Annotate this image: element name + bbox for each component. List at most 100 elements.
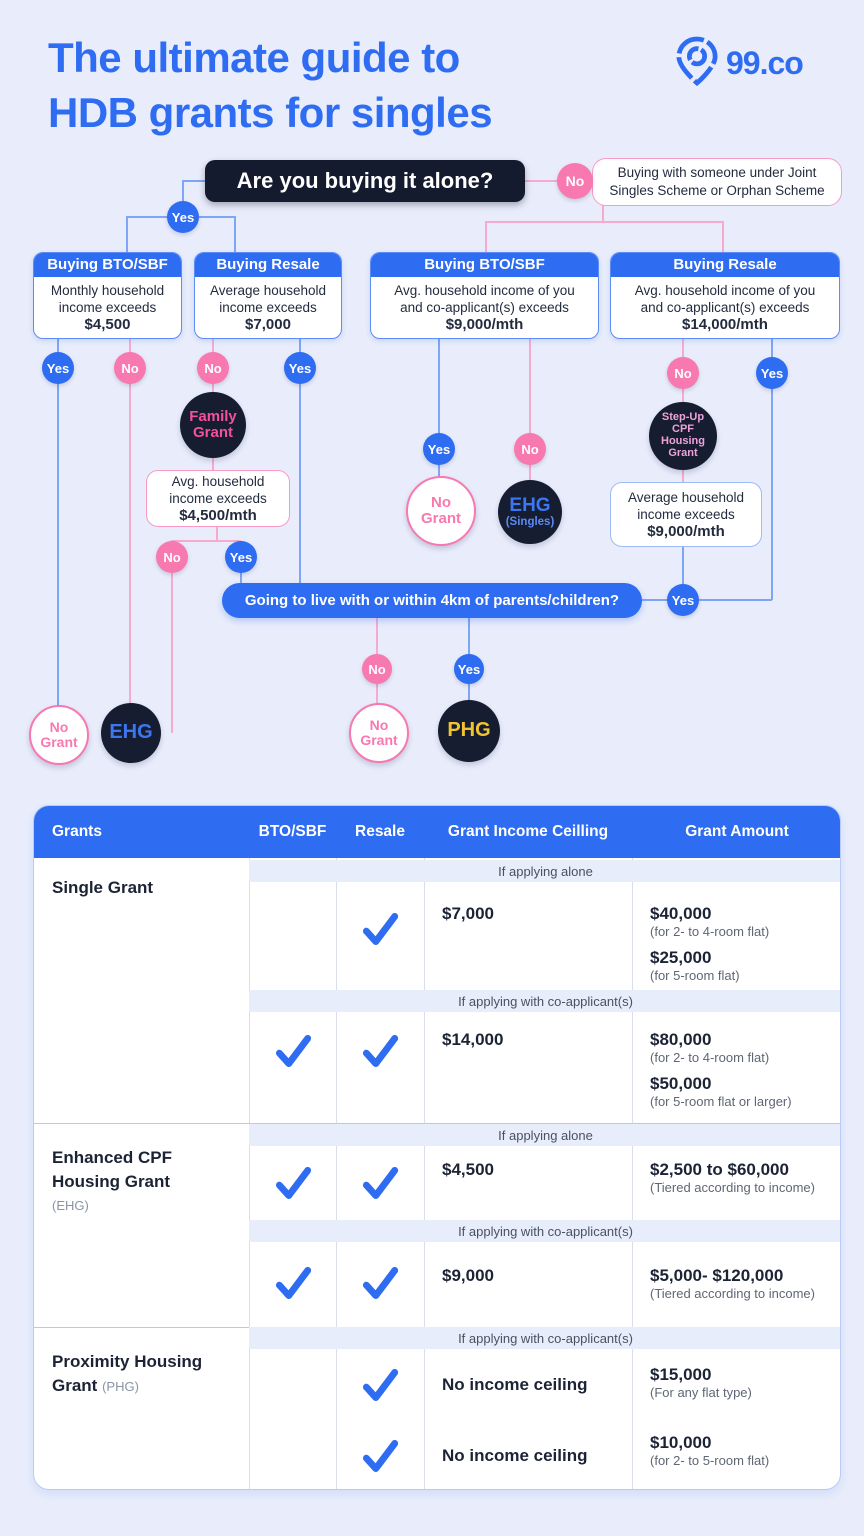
- check-icon: [275, 1266, 311, 1300]
- check-icon: [362, 1368, 399, 1402]
- resale-check-cell: [336, 1146, 424, 1220]
- sub-header-band: If applying with co-applicant(s): [249, 990, 840, 1012]
- connector-line: [602, 204, 604, 222]
- node-step-up-cpf-housing-grant: Step-Up CPF Housing Grant: [649, 402, 717, 470]
- grants-table: Grants BTO/SBF Resale Grant Income Ceill…: [33, 805, 841, 1490]
- grant-amount-cell: $10,000 (for 2- to 5-room flat): [632, 1421, 840, 1489]
- box-text: income exceeds: [58, 300, 157, 315]
- connector-line: [234, 216, 236, 252]
- grant-amount-cell: $15,000 (For any flat type): [632, 1349, 840, 1421]
- sub-header-band: If applying with co-applicant(s): [249, 1220, 840, 1242]
- box-amount: $9,000/mth: [445, 316, 524, 333]
- bto-check-cell: [249, 1146, 336, 1220]
- check-icon: [362, 1034, 399, 1068]
- amount-value: $5,000- $120,000: [650, 1266, 784, 1285]
- income-ceiling-value: $9,000: [442, 1266, 494, 1285]
- joint-scheme-note: Buying with someone under Joint Singles …: [592, 158, 842, 206]
- decision-yes: Yes: [167, 201, 199, 233]
- box-text: and co-applicant(s) exceeds: [640, 300, 810, 315]
- connector-line: [183, 180, 205, 182]
- connector-line: [682, 469, 684, 482]
- box-buying-resale-alone: Buying Resale Average household income e…: [194, 252, 342, 339]
- location-pin-icon: [676, 36, 718, 91]
- amount-note: (For any flat type): [650, 1385, 752, 1400]
- decision-no: No: [557, 163, 593, 199]
- check-icon: [362, 1166, 399, 1200]
- amount-note: (for 2- to 4-room flat): [650, 1050, 770, 1065]
- brand-logo-text: 99.co: [726, 45, 804, 81]
- bto-check-cell: [249, 1242, 336, 1326]
- connector-line: [486, 221, 723, 223]
- connector-line: [722, 221, 724, 252]
- sub-header-band: If applying alone: [249, 1124, 840, 1146]
- amount-value: $25,000: [650, 948, 712, 967]
- decision-yes: Yes: [454, 654, 484, 684]
- resale-check-cell: [336, 1012, 424, 1122]
- income-ceiling-value: No income ceiling: [442, 1375, 588, 1394]
- amount-value: $15,000: [650, 1365, 712, 1384]
- box-title: Buying Resale: [611, 253, 839, 277]
- node-text: (Singles): [505, 516, 555, 529]
- grant-name-phg: Proximity Housing Grant (PHG): [52, 1350, 202, 1399]
- col-header-grants: Grants: [52, 823, 102, 840]
- sub-header-band: If applying with co-applicant(s): [249, 1327, 840, 1349]
- amount-note: (for 5-room flat or larger): [650, 1094, 792, 1109]
- table-row: $14,000 $80,000 (for 2- to 4-room flat) …: [249, 1012, 840, 1122]
- amount-note: (Tiered according to income): [650, 1180, 815, 1195]
- node-no-grant: No Grant: [406, 476, 476, 546]
- decision-no: No: [667, 357, 699, 389]
- grant-name-single: Single Grant: [52, 876, 153, 900]
- table-row: No income ceiling $15,000 (For any flat …: [249, 1349, 840, 1421]
- connector-line: [182, 180, 184, 203]
- amount-note: (for 2- to 5-room flat): [650, 1453, 770, 1468]
- check-icon: [275, 1166, 311, 1200]
- income-ceiling-value: $7,000: [442, 904, 494, 923]
- page-title-line2: HDB grants for singles: [48, 89, 493, 136]
- connector-line: [216, 525, 218, 541]
- grant-name-ehg: Enhanced CPF Housing Grant (EHG): [52, 1146, 172, 1218]
- note-amount: $4,500/mth: [179, 507, 257, 524]
- grant-name-text: Single Grant: [52, 878, 154, 897]
- node-text: Family: [189, 407, 237, 425]
- node-text: EHG: [509, 494, 551, 516]
- box-text: Monthly household: [50, 283, 165, 298]
- box-title: Buying BTO/SBF: [34, 253, 181, 277]
- connector-line: [438, 337, 440, 480]
- col-header-resale: Resale: [355, 823, 405, 840]
- joint-scheme-note-line1: Buying with someone under Joint: [617, 165, 817, 181]
- page-title: The ultimate guide to HDB grants for sin…: [48, 30, 688, 140]
- section-divider: [34, 1123, 840, 1124]
- note-income-4500: Avg. household income exceeds $4,500/mth: [146, 470, 290, 527]
- table-rows: If applying alone $7,000 $40,000 (for 2-…: [249, 858, 840, 1489]
- bto-check-cell: [249, 1012, 336, 1122]
- node-text: EHG: [109, 721, 153, 744]
- amount-note: (Tiered according to income): [650, 1286, 815, 1301]
- note-income-9000: Average household income exceeds $9,000/…: [610, 482, 762, 547]
- grant-amount-cell: $5,000- $120,000 (Tiered according to in…: [632, 1242, 840, 1326]
- question-buying-alone: Are you buying it alone?: [205, 160, 525, 202]
- column-divider: [249, 858, 250, 1489]
- grants-table-body: Single Grant Enhanced CPF Housing Grant …: [34, 858, 840, 1489]
- grant-name-text: Grant: [52, 1376, 98, 1395]
- node-no-grant: No Grant: [349, 703, 409, 763]
- amount-note: (for 5-room flat): [650, 968, 740, 983]
- page-title-line1: The ultimate guide to: [48, 34, 460, 81]
- box-amount: $14,000/mth: [682, 316, 768, 333]
- box-title: Buying BTO/SBF: [371, 253, 598, 277]
- income-ceiling-value: No income ceiling: [442, 1445, 588, 1465]
- box-text: income exceeds: [219, 300, 317, 315]
- amount-note: (for 2- to 4-room flat): [650, 924, 770, 939]
- decision-no: No: [114, 352, 146, 384]
- box-amount: $4,500: [84, 316, 131, 333]
- decision-no: No: [514, 433, 546, 465]
- grant-name-abbr: (PHG): [102, 1379, 139, 1394]
- sub-header-band: If applying alone: [249, 860, 840, 882]
- connector-line: [485, 221, 487, 252]
- grant-amount-cell: $2,500 to $60,000 (Tiered according to i…: [632, 1146, 840, 1220]
- box-amount: $7,000: [245, 316, 291, 333]
- column-divider: [336, 858, 337, 1489]
- node-text: Housing: [661, 435, 705, 447]
- bto-check-cell: [249, 1349, 336, 1421]
- connector-line: [299, 337, 301, 583]
